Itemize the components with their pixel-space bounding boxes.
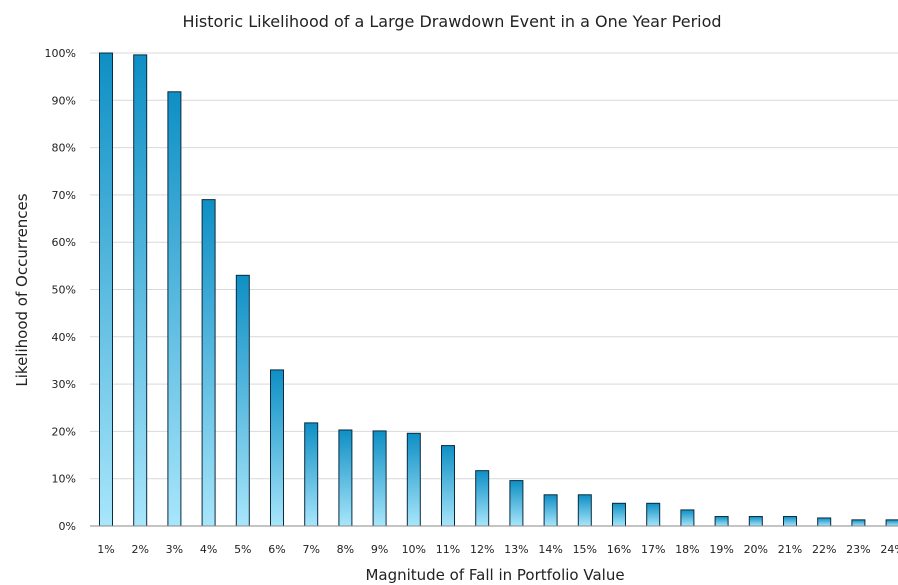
x-tick-label: 5%: [234, 543, 251, 556]
bar-15: [577, 494, 592, 527]
x-tick-label: 10%: [402, 543, 426, 556]
bar-24: [885, 519, 898, 527]
bar-11: [441, 445, 455, 527]
bars: [99, 52, 898, 527]
x-tick-label: 7%: [302, 543, 319, 556]
bar-19: [714, 516, 729, 527]
y-axis-ticks: 0% 10% 20% 30% 40% 50% 60% 70% 80% 90% 100%: [45, 47, 76, 533]
bar-20: [748, 516, 763, 527]
y-tick-label: 100%: [45, 47, 76, 60]
bar-16: [612, 502, 626, 527]
bar-9: [372, 430, 387, 527]
x-tick-label: 3%: [166, 543, 183, 556]
y-tick-label: 40%: [52, 331, 76, 344]
bar-7: [304, 422, 319, 527]
y-tick-label: 90%: [52, 94, 76, 107]
x-axis-ticks: 1% 2% 3% 4% 5% 6% 7% 8% 9% 10% 11% 12% 13% 14% 15% 16% 1…: [97, 543, 898, 556]
x-tick-label: 18%: [675, 543, 699, 556]
bar-17: [646, 502, 661, 527]
x-tick-label: 20%: [744, 543, 768, 556]
x-tick-label: 11%: [436, 543, 460, 556]
x-tick-label: 9%: [371, 543, 388, 556]
y-tick-label: 20%: [52, 425, 76, 438]
y-axis-title: Likelihood of Occurrences: [13, 193, 31, 386]
bar-8: [338, 429, 353, 527]
x-tick-label: 19%: [709, 543, 733, 556]
y-tick-label: 50%: [52, 284, 76, 297]
bar-21: [783, 516, 797, 527]
x-tick-label: 21%: [778, 543, 802, 556]
x-tick-label: 17%: [641, 543, 665, 556]
x-tick-label: 24%: [880, 543, 898, 556]
bar-3: [167, 91, 182, 527]
bar-23: [851, 519, 866, 527]
bar-1: [99, 52, 113, 527]
x-tick-label: 12%: [470, 543, 494, 556]
gridlines: [90, 52, 898, 480]
chart-title: Historic Likelihood of a Large Drawdown …: [182, 12, 721, 31]
x-tick-label: 16%: [607, 543, 631, 556]
x-tick-label: 13%: [504, 543, 528, 556]
x-tick-label: 6%: [268, 543, 285, 556]
bar-5: [235, 274, 250, 527]
bar-22: [817, 517, 832, 527]
x-tick-label: 2%: [131, 543, 148, 556]
bar-18: [680, 509, 695, 527]
y-tick-label: 10%: [52, 473, 76, 486]
y-tick-label: 30%: [52, 378, 76, 391]
y-tick-label: 60%: [52, 236, 76, 249]
bar-10: [406, 432, 421, 527]
bar-14: [543, 494, 558, 527]
bar-13: [509, 480, 524, 527]
x-axis-title: Magnitude of Fall in Portfolio Value: [365, 566, 624, 584]
bar-4: [201, 199, 216, 527]
x-tick-label: 1%: [97, 543, 114, 556]
bar-2: [133, 54, 148, 527]
y-tick-label: 80%: [52, 142, 76, 155]
bar-12: [475, 470, 490, 527]
x-tick-label: 22%: [812, 543, 836, 556]
x-tick-label: 14%: [538, 543, 562, 556]
x-tick-label: 15%: [573, 543, 597, 556]
y-tick-label: 70%: [52, 189, 76, 202]
x-tick-label: 23%: [846, 543, 870, 556]
x-tick-label: 4%: [200, 543, 217, 556]
y-tick-label: 0%: [59, 520, 76, 533]
bar-6: [270, 369, 284, 527]
x-tick-label: 8%: [337, 543, 354, 556]
